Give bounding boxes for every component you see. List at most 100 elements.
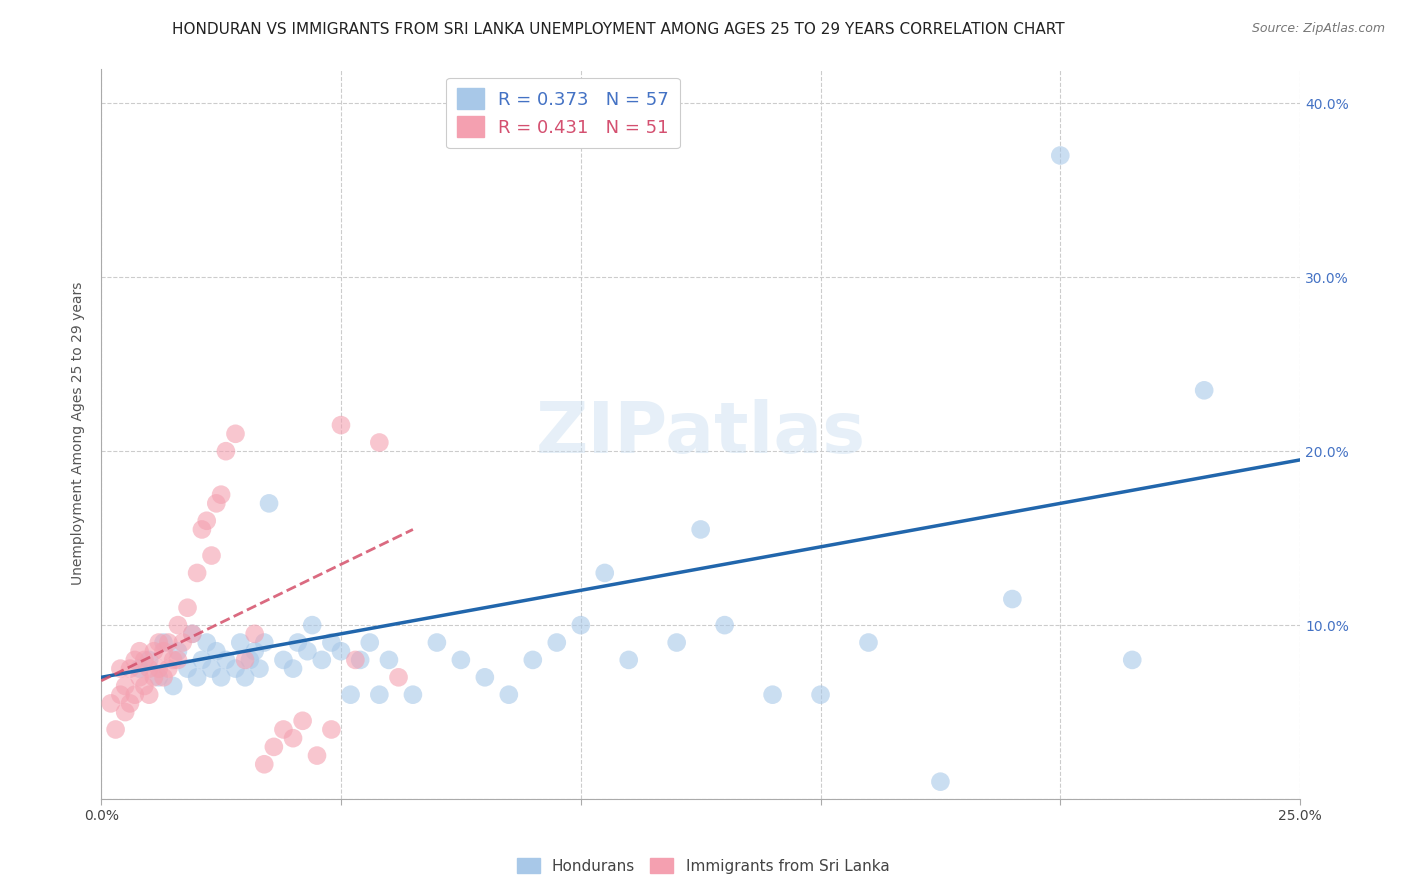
Point [110,662,132,676]
Point [665,635,688,649]
Legend: Hondurans, Immigrants from Sri Lanka: Hondurans, Immigrants from Sri Lanka [510,852,896,880]
Point [167,644,190,658]
Point [124,653,146,667]
Point [181,627,204,641]
Point [359,635,381,649]
Point [233,670,256,684]
Point [186,566,208,580]
Point [176,662,198,676]
Point [253,635,276,649]
Point [215,653,238,667]
Point [143,670,166,684]
Point [330,644,353,658]
Point [110,688,132,702]
Point [138,688,160,702]
Point [186,670,208,684]
Point [368,688,391,702]
Point [152,670,174,684]
Point [209,488,232,502]
Point [143,644,166,658]
Point [134,653,156,667]
Point [233,653,256,667]
Point [195,635,218,649]
Point [138,653,160,667]
Point [167,653,190,667]
Point [321,635,343,649]
Point [330,418,353,433]
Point [291,714,314,728]
Point [128,662,150,676]
Text: ZIPatlas: ZIPatlas [536,400,866,468]
Point [114,705,136,719]
Point [100,697,122,711]
Point [311,653,333,667]
Point [200,549,222,563]
Point [281,731,304,746]
Point [287,635,309,649]
Point [205,496,228,510]
Point [104,723,127,737]
Point [321,723,343,737]
Point [148,635,170,649]
Point [224,662,246,676]
Point [195,514,218,528]
Point [176,600,198,615]
Point [243,627,266,641]
Point [249,662,271,676]
Point [229,635,252,649]
Y-axis label: Unemployment Among Ages 25 to 29 years: Unemployment Among Ages 25 to 29 years [72,282,86,585]
Point [349,653,371,667]
Point [239,653,262,667]
Point [191,653,214,667]
Point [134,679,156,693]
Point [761,688,783,702]
Point [297,644,319,658]
Point [1121,653,1143,667]
Point [339,688,361,702]
Point [205,644,228,658]
Point [344,653,367,667]
Point [162,679,184,693]
Point [1049,148,1071,162]
Point [114,679,136,693]
Point [152,635,174,649]
Point [128,670,150,684]
Text: HONDURAN VS IMMIGRANTS FROM SRI LANKA UNEMPLOYMENT AMONG AGES 25 TO 29 YEARS COR: HONDURAN VS IMMIGRANTS FROM SRI LANKA UN… [173,22,1064,37]
Point [858,635,880,649]
Point [128,644,150,658]
Point [546,635,568,649]
Point [273,723,295,737]
Point [157,662,180,676]
Point [215,444,238,458]
Text: Source: ZipAtlas.com: Source: ZipAtlas.com [1251,22,1385,36]
Point [273,653,295,667]
Point [200,662,222,676]
Point [301,618,323,632]
Point [281,662,304,676]
Point [191,523,214,537]
Point [224,426,246,441]
Point [450,653,472,667]
Point [498,688,520,702]
Point [152,644,174,658]
Point [138,662,160,676]
Point [305,748,328,763]
Point [181,627,204,641]
Point [593,566,616,580]
Point [167,618,190,632]
Point [522,653,544,667]
Point [157,635,180,649]
Point [162,653,184,667]
Point [148,662,170,676]
Point [368,435,391,450]
Point [118,662,141,676]
Point [474,670,496,684]
Point [263,739,285,754]
Point [118,697,141,711]
Point [243,644,266,658]
Point [929,774,952,789]
Point [257,496,280,510]
Point [253,757,276,772]
Legend: R = 0.373   N = 57, R = 0.431   N = 51: R = 0.373 N = 57, R = 0.431 N = 51 [446,78,681,148]
Point [387,670,409,684]
